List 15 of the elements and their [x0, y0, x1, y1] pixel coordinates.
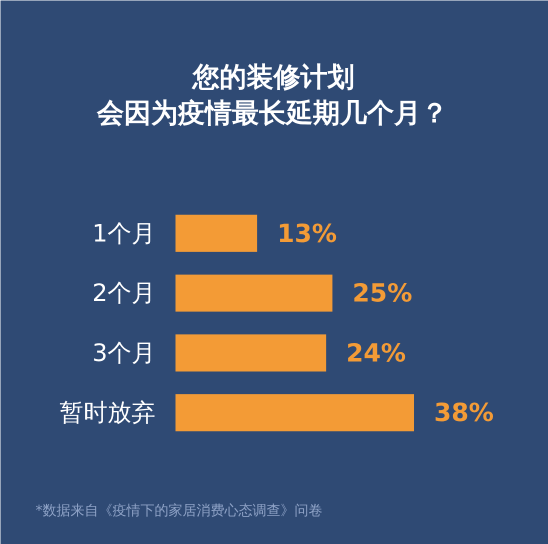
data-label: 25% — [352, 278, 412, 308]
y-tick-label: 3个月 — [92, 338, 156, 367]
y-tick-label: 2个月 — [92, 279, 156, 308]
data-label: 38% — [434, 398, 494, 428]
chart-title: 您的装修计划 — [192, 62, 355, 93]
data-label: 24% — [346, 338, 406, 368]
data-label: 13% — [277, 218, 337, 248]
bar — [176, 334, 326, 372]
text: *数据来自《疫情下的家居消费心态调查》问卷 — [36, 503, 322, 519]
bar — [176, 394, 414, 432]
y-tick-label: 暂时放弃 — [60, 398, 156, 427]
bar — [176, 274, 332, 312]
chart-subtitle: 会因为疫情最长延期几个月？ — [96, 98, 448, 129]
bar — [176, 214, 258, 252]
y-tick-label: 1个月 — [92, 219, 156, 248]
